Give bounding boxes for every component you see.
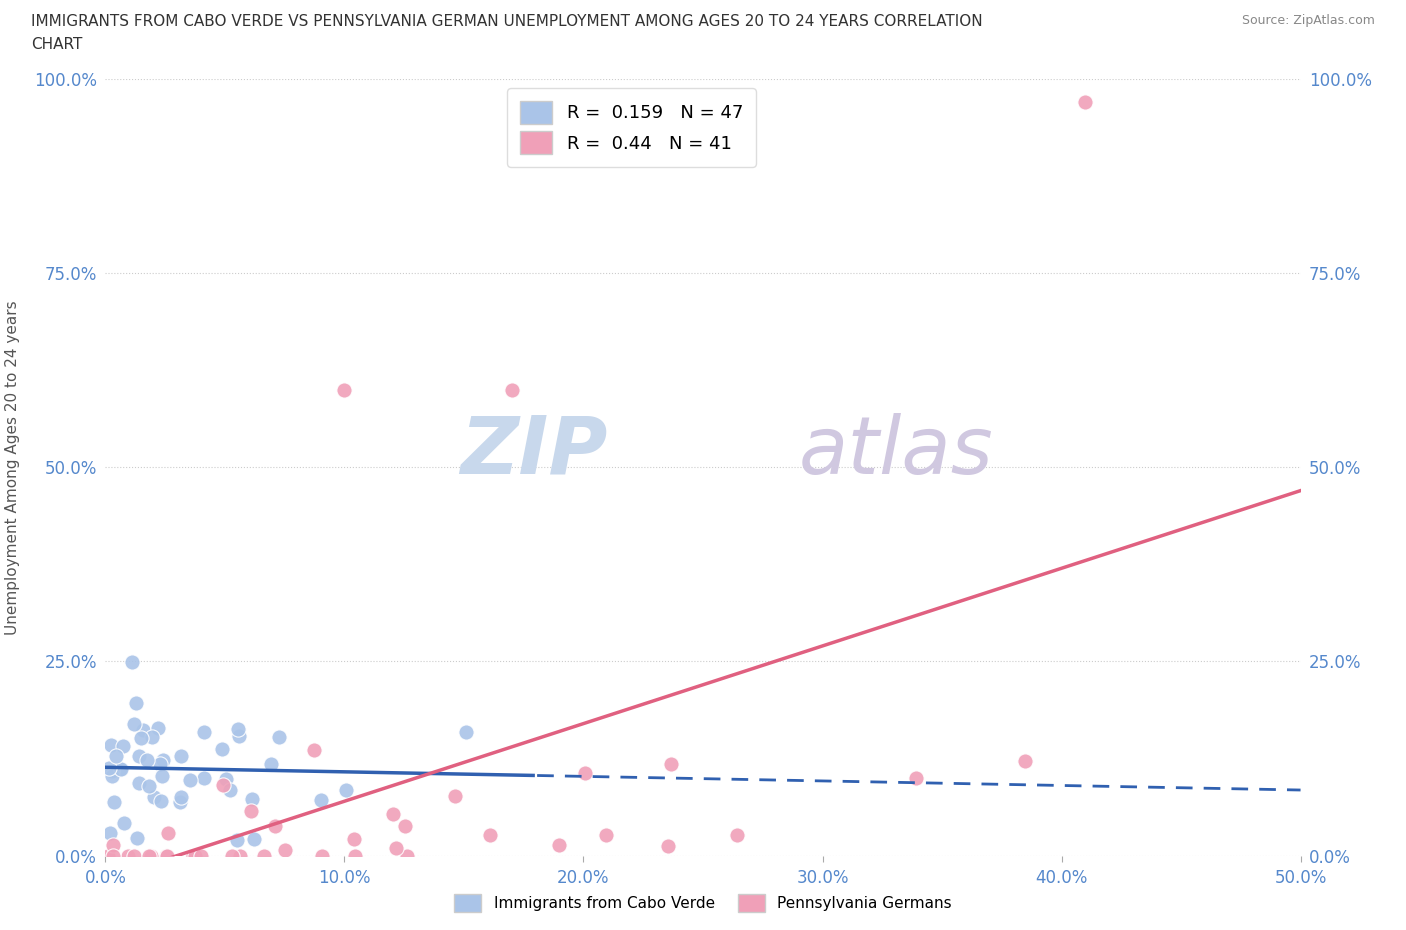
- Point: [100, 768, 122, 783]
- Point: [103, 794, 125, 809]
- Point: [141, 729, 163, 744]
- Point: [574, 766, 596, 781]
- Point: [456, 724, 478, 739]
- Point: [394, 818, 416, 833]
- Point: [103, 848, 125, 863]
- Point: [657, 839, 679, 854]
- Point: [302, 742, 325, 757]
- Point: [211, 741, 233, 756]
- Point: [228, 729, 250, 744]
- Point: [101, 764, 124, 778]
- Point: [156, 848, 179, 863]
- Point: [253, 848, 276, 863]
- Point: [267, 729, 290, 744]
- Point: [193, 724, 215, 739]
- Point: [129, 730, 152, 745]
- Point: [1074, 95, 1097, 110]
- Point: [478, 828, 501, 843]
- Point: [725, 827, 748, 842]
- Point: [121, 655, 143, 670]
- Point: [190, 848, 212, 863]
- Point: [150, 793, 173, 808]
- Point: [221, 848, 243, 863]
- Point: [333, 382, 356, 397]
- Point: [108, 761, 131, 776]
- Point: [148, 756, 170, 771]
- Point: [181, 848, 204, 863]
- Point: [184, 848, 207, 863]
- Point: [396, 848, 419, 863]
- Point: [311, 848, 333, 863]
- Point: [260, 757, 283, 772]
- Point: [548, 837, 571, 852]
- Point: [112, 816, 135, 830]
- Y-axis label: Unemployment Among Ages 20 to 24 years: Unemployment Among Ages 20 to 24 years: [6, 300, 20, 634]
- Text: CHART: CHART: [31, 37, 83, 52]
- Point: [97, 761, 120, 776]
- Point: [1014, 754, 1036, 769]
- Point: [501, 382, 523, 397]
- Point: [103, 837, 125, 852]
- Point: [98, 826, 121, 841]
- Text: ZIP: ZIP: [460, 413, 607, 491]
- Point: [335, 782, 357, 797]
- Point: [343, 831, 366, 846]
- Point: [138, 779, 160, 794]
- Point: [124, 717, 146, 732]
- Point: [382, 806, 405, 821]
- Text: atlas: atlas: [799, 413, 994, 491]
- Point: [904, 770, 927, 785]
- Point: [128, 776, 150, 790]
- Point: [443, 789, 465, 804]
- Point: [117, 848, 139, 863]
- Point: [274, 843, 297, 857]
- Point: [150, 768, 173, 783]
- Point: [152, 752, 174, 767]
- Point: [343, 848, 366, 863]
- Point: [211, 777, 233, 792]
- Point: [228, 722, 250, 737]
- Point: [156, 825, 179, 840]
- Point: [97, 848, 120, 863]
- Point: [143, 790, 166, 804]
- Point: [128, 749, 150, 764]
- Point: [385, 841, 408, 856]
- Point: [112, 738, 135, 753]
- Point: [110, 762, 132, 777]
- Point: [170, 749, 193, 764]
- Point: [155, 848, 177, 863]
- Point: [146, 721, 169, 736]
- Point: [219, 782, 242, 797]
- Point: [125, 696, 148, 711]
- Point: [170, 790, 193, 804]
- Point: [263, 818, 285, 833]
- Point: [214, 772, 236, 787]
- Point: [169, 795, 191, 810]
- Point: [309, 792, 332, 807]
- Point: [132, 723, 155, 737]
- Point: [193, 770, 215, 785]
- Point: [179, 772, 201, 787]
- Point: [125, 831, 148, 846]
- Point: [229, 848, 252, 863]
- Legend: R =  0.159   N = 47, R =  0.44   N = 41: R = 0.159 N = 47, R = 0.44 N = 41: [508, 88, 755, 167]
- Point: [659, 756, 682, 771]
- Point: [141, 848, 163, 863]
- Point: [136, 752, 159, 767]
- Legend: Immigrants from Cabo Verde, Pennsylvania Germans: Immigrants from Cabo Verde, Pennsylvania…: [449, 888, 957, 918]
- Point: [242, 831, 264, 846]
- Point: [595, 828, 617, 843]
- Text: IMMIGRANTS FROM CABO VERDE VS PENNSYLVANIA GERMAN UNEMPLOYMENT AMONG AGES 20 TO : IMMIGRANTS FROM CABO VERDE VS PENNSYLVAN…: [31, 14, 983, 29]
- Text: Source: ZipAtlas.com: Source: ZipAtlas.com: [1241, 14, 1375, 27]
- Point: [105, 749, 128, 764]
- Point: [124, 848, 146, 863]
- Point: [225, 832, 247, 847]
- Point: [138, 848, 160, 863]
- Point: [240, 791, 263, 806]
- Point: [240, 804, 263, 818]
- Point: [100, 737, 122, 752]
